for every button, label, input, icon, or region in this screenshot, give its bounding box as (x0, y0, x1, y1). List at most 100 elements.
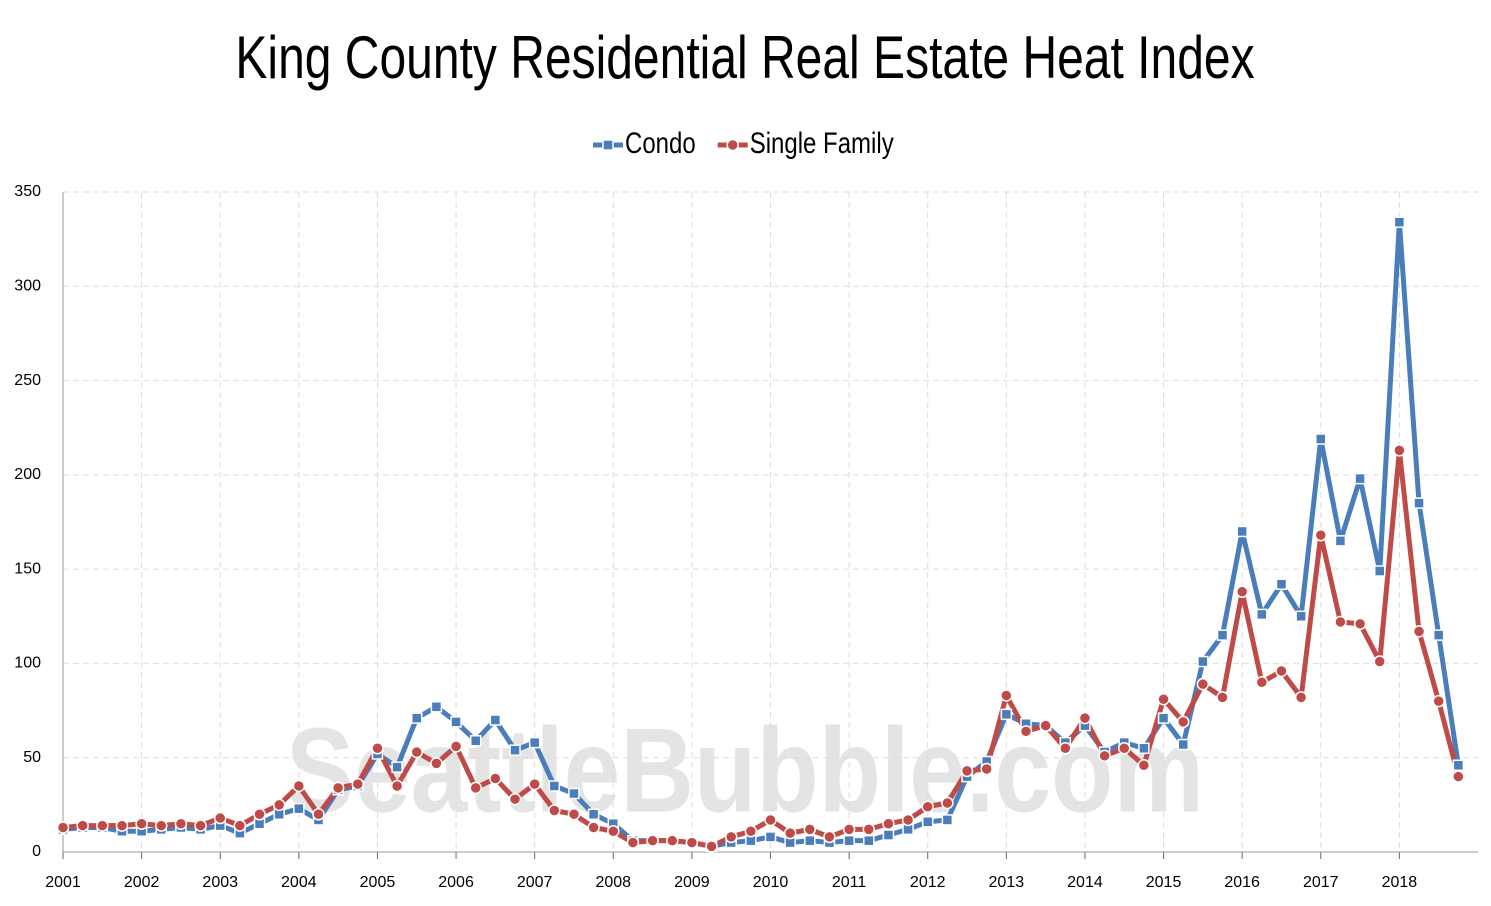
data-point (135, 817, 148, 830)
x-tick-label: 2007 (517, 874, 553, 891)
x-tick-label: 2013 (989, 874, 1025, 891)
data-point (430, 757, 443, 770)
data-point (685, 836, 699, 849)
data-point (1412, 625, 1426, 638)
data-point (489, 772, 502, 785)
data-point (390, 779, 404, 793)
data-point (1098, 749, 1111, 763)
data-point (194, 819, 207, 832)
data-point (842, 823, 856, 836)
data-point (941, 796, 954, 810)
data-point (253, 808, 266, 821)
data-point (607, 825, 620, 838)
data-point (449, 740, 463, 753)
data-point (1118, 742, 1131, 755)
y-tick-label: 150 (14, 560, 41, 577)
data-point (430, 701, 443, 713)
data-point (450, 716, 462, 728)
data-point (1452, 770, 1465, 783)
data-point (174, 817, 188, 830)
data-point (587, 821, 600, 834)
data-point (1196, 677, 1210, 691)
data-point (882, 829, 895, 841)
data-point (1294, 691, 1308, 704)
x-tick-label: 2016 (1224, 874, 1260, 891)
data-point (665, 834, 679, 847)
x-tick-label: 2012 (910, 874, 946, 891)
data-point (1157, 693, 1170, 706)
data-point (1353, 617, 1367, 631)
x-tick-label: 2006 (438, 874, 474, 891)
data-point (764, 813, 777, 827)
data-point (548, 804, 561, 817)
data-point (626, 836, 640, 849)
x-tick-label: 2018 (1382, 874, 1418, 891)
data-point (351, 777, 365, 791)
data-point (803, 823, 817, 836)
data-point (1197, 655, 1209, 668)
data-point (528, 777, 541, 791)
x-tick-label: 2014 (1067, 874, 1103, 891)
x-tick-label: 2009 (674, 874, 710, 891)
data-point (567, 808, 581, 821)
watermark: SeattleBubble.com (286, 703, 1204, 838)
data-point (941, 814, 954, 826)
data-point (1295, 610, 1307, 623)
data-point (1334, 535, 1347, 547)
y-tick-label: 250 (14, 372, 41, 389)
data-point (469, 734, 482, 747)
data-point (1176, 715, 1190, 729)
data-point (1236, 525, 1248, 538)
data-point (1137, 759, 1151, 772)
data-point (764, 831, 777, 843)
data-point (724, 830, 738, 844)
data-point (1138, 742, 1150, 755)
data-point (1000, 708, 1013, 721)
data-point (489, 714, 502, 726)
data-point (1275, 664, 1288, 678)
data-point (1039, 719, 1052, 732)
data-point (272, 798, 286, 812)
data-point (1373, 565, 1386, 577)
data-point (411, 712, 423, 724)
data-point (901, 813, 915, 827)
x-tick-label: 2001 (45, 874, 81, 891)
chart-title: King County Residential Real Estate Heat… (235, 24, 1254, 91)
data-point (921, 816, 934, 828)
x-tick-label: 2004 (281, 874, 317, 891)
legend-label: Single Family (750, 125, 894, 159)
data-point (1059, 742, 1072, 755)
data-point (1235, 585, 1249, 599)
data-point (410, 745, 423, 759)
data-point (587, 808, 600, 821)
data-point (1393, 216, 1406, 228)
x-tick-label: 2010 (753, 874, 789, 891)
data-point (1314, 528, 1328, 542)
data-point (213, 811, 227, 825)
data-point (1256, 608, 1268, 621)
data-point (1354, 472, 1366, 485)
data-point (56, 821, 70, 834)
data-point (863, 834, 875, 847)
data-point (921, 800, 934, 813)
data-point (823, 830, 836, 844)
data-point (391, 761, 403, 773)
data-point (1432, 629, 1445, 641)
data-point (508, 792, 522, 806)
data-point (115, 819, 129, 832)
data-point (96, 819, 109, 832)
data-point (1216, 691, 1229, 704)
data-point (1019, 725, 1033, 738)
data-point (980, 762, 993, 776)
legend-marker (726, 138, 739, 152)
data-point (843, 834, 855, 847)
data-point (1157, 712, 1170, 724)
data-point (960, 764, 974, 778)
x-tick-label: 2011 (832, 874, 867, 891)
y-tick-label: 200 (14, 466, 41, 483)
x-tick-label: 2015 (1146, 874, 1182, 891)
data-point (1432, 694, 1445, 708)
data-point (1452, 759, 1465, 772)
data-point (331, 781, 345, 795)
